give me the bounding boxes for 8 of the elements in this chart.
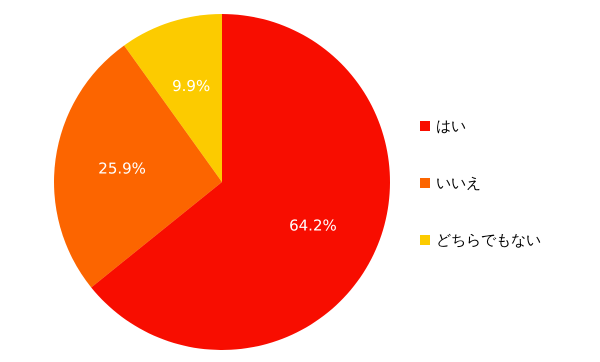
legend-label: はい (436, 117, 466, 135)
pie-slice (54, 45, 222, 288)
pie-slice (91, 14, 390, 350)
data-label: 25.9% (98, 159, 146, 178)
legend-label: いいえ (436, 174, 481, 192)
data-label: 9.9% (172, 77, 210, 96)
legend-label: どちらでもない (436, 231, 541, 249)
data-label: 64.2% (289, 216, 337, 234)
